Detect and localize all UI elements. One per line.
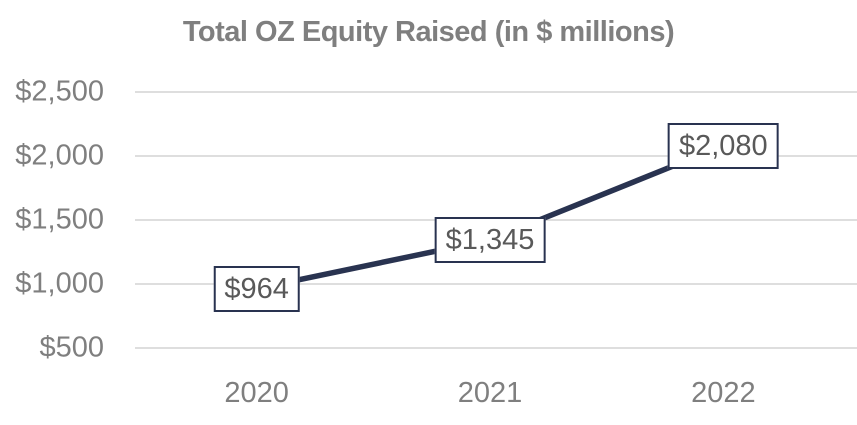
x-tick-label: 2020 [224, 377, 289, 409]
y-tick-label: $1,500 [15, 203, 104, 236]
x-tick-label: 2021 [457, 377, 523, 409]
data-label-box: $1,345 [434, 216, 546, 263]
y-tick-label: $2,500 [15, 75, 104, 108]
chart-title: Total OZ Equity Raised (in $ millions) [182, 16, 675, 48]
x-tick-label: 2022 [691, 377, 756, 409]
data-label-box: $964 [213, 265, 300, 312]
y-tick-label: $500 [39, 331, 104, 364]
data-label-box: $2,080 [667, 122, 779, 169]
y-tick-label: $2,000 [15, 139, 104, 172]
y-tick-label: $1,000 [15, 267, 104, 300]
